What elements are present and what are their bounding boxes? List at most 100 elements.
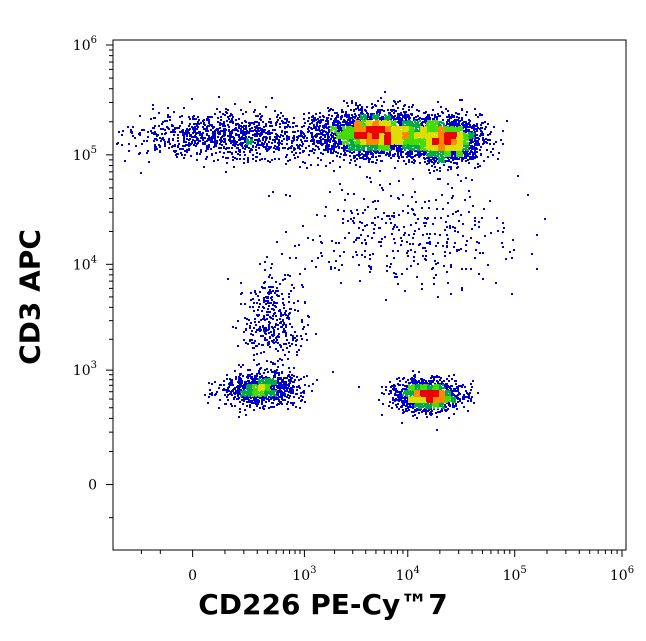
event-dot xyxy=(438,123,440,125)
event-dot xyxy=(271,263,273,265)
event-dot xyxy=(511,293,513,295)
event-dot xyxy=(270,267,272,269)
event-dot xyxy=(276,241,278,243)
event-dot xyxy=(373,114,375,116)
event-dot xyxy=(347,193,349,195)
event-dot xyxy=(260,119,262,121)
event-dot xyxy=(288,296,290,298)
event-dot xyxy=(397,155,399,157)
event-dot xyxy=(479,114,481,116)
event-dot xyxy=(300,132,302,134)
event-dot xyxy=(243,137,245,139)
event-dot xyxy=(251,141,253,143)
event-dot xyxy=(377,116,379,118)
event-dot xyxy=(399,391,401,393)
event-dot xyxy=(381,116,383,118)
event-dot xyxy=(365,243,367,245)
event-dot xyxy=(283,343,285,345)
event-dot xyxy=(255,149,257,151)
event-dot xyxy=(254,290,256,292)
event-dot xyxy=(217,121,219,123)
event-dot xyxy=(280,346,282,348)
event-dot xyxy=(440,155,442,157)
event-dot xyxy=(204,143,206,145)
event-dot xyxy=(442,159,444,161)
event-dot xyxy=(317,164,319,166)
event-dot xyxy=(234,405,236,407)
event-dot xyxy=(176,127,178,129)
event-dot xyxy=(272,129,274,131)
event-dot xyxy=(337,152,339,154)
event-dot xyxy=(479,149,481,151)
event-dot xyxy=(333,148,335,150)
event-dot xyxy=(472,135,474,137)
event-dot xyxy=(273,371,275,373)
event-dot xyxy=(164,120,166,122)
event-dot xyxy=(304,122,306,124)
event-dot xyxy=(302,161,304,163)
event-dot xyxy=(273,301,275,303)
event-dot xyxy=(358,153,360,155)
event-dot xyxy=(375,156,377,158)
event-dot xyxy=(302,132,304,134)
event-dot xyxy=(253,302,255,304)
event-dot xyxy=(275,122,277,124)
event-dot xyxy=(368,159,370,161)
event-dot xyxy=(435,199,437,201)
event-dot xyxy=(223,123,225,125)
event-dot xyxy=(266,318,268,320)
event-dot xyxy=(431,161,433,163)
event-dot xyxy=(263,372,265,374)
event-dot xyxy=(231,120,233,122)
event-dot xyxy=(279,318,281,320)
event-dot xyxy=(454,401,456,403)
event-dot xyxy=(316,122,318,124)
event-dot xyxy=(496,217,498,219)
event-dot xyxy=(173,111,175,113)
event-dot xyxy=(418,407,420,409)
event-dot xyxy=(154,144,156,146)
event-dot xyxy=(316,214,318,216)
event-dot xyxy=(228,139,230,141)
event-dot xyxy=(211,383,213,385)
event-dot xyxy=(469,196,471,198)
event-dot xyxy=(428,405,430,407)
event-dot xyxy=(264,261,266,263)
event-dot xyxy=(246,385,248,387)
event-dot xyxy=(249,306,251,308)
event-dot xyxy=(400,112,402,114)
event-dot xyxy=(286,120,288,122)
event-dot xyxy=(284,133,286,135)
event-dot xyxy=(392,399,394,401)
event-dot xyxy=(214,381,216,383)
event-dot xyxy=(294,245,296,247)
event-dot xyxy=(301,135,303,137)
event-dot xyxy=(256,121,258,123)
event-dot xyxy=(383,393,385,395)
event-dot xyxy=(461,158,463,160)
event-dot xyxy=(410,406,412,408)
event-dot xyxy=(299,407,301,409)
event-dot xyxy=(452,195,454,197)
event-dot xyxy=(474,217,476,219)
event-dot xyxy=(377,111,379,113)
event-dot xyxy=(270,361,272,363)
event-dot xyxy=(355,145,357,147)
event-dot xyxy=(353,151,355,153)
event-dot xyxy=(417,263,419,265)
event-dot xyxy=(486,149,488,151)
event-dot xyxy=(246,401,248,403)
event-dot xyxy=(281,253,283,255)
event-dot xyxy=(502,222,504,224)
event-dot xyxy=(186,138,188,140)
event-dot xyxy=(207,116,209,118)
event-dot xyxy=(243,162,245,164)
event-dot xyxy=(264,337,266,339)
event-dot xyxy=(234,103,236,105)
event-dot xyxy=(283,304,285,306)
event-dot xyxy=(302,328,304,330)
event-dot xyxy=(291,326,293,328)
event-dot xyxy=(414,191,416,193)
event-dot xyxy=(487,139,489,141)
event-dot xyxy=(130,129,132,131)
